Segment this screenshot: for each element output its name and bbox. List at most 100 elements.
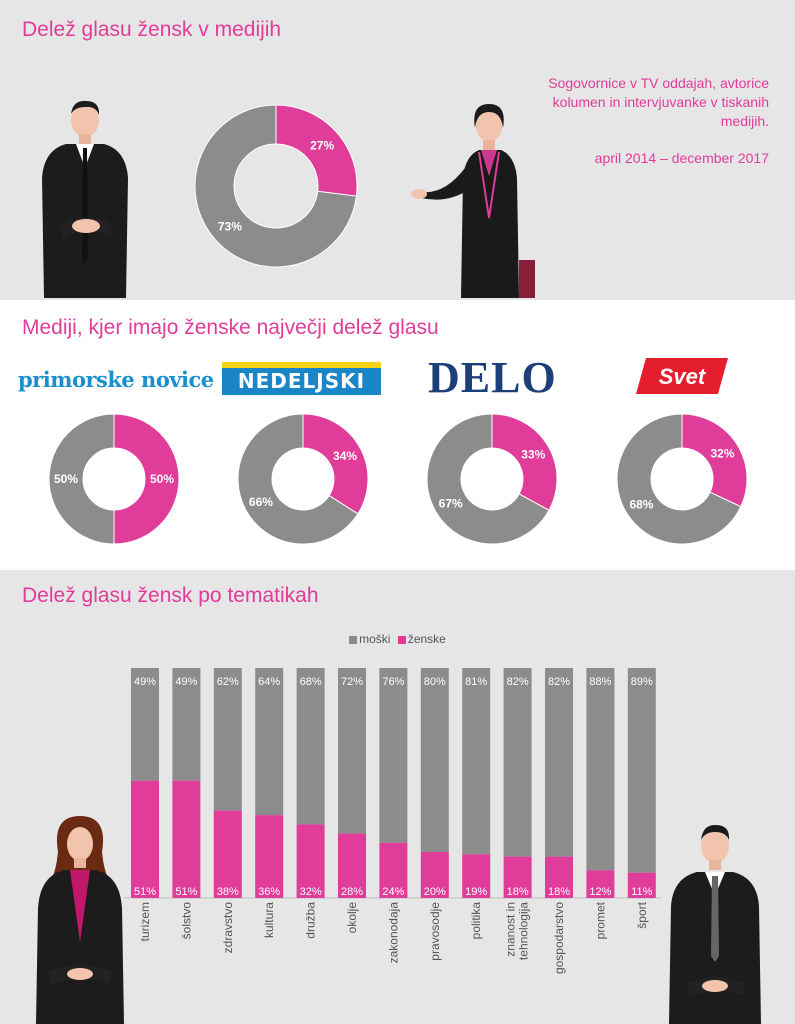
svet-donut-label-zenske: 32% xyxy=(711,446,735,460)
svg-text:zdravstvo: zdravstvo xyxy=(221,902,235,954)
svg-text:šolstvo: šolstvo xyxy=(179,902,193,940)
svg-text:politika: politika xyxy=(469,902,483,940)
bar-moski-9 xyxy=(503,668,532,857)
bar-moski-7 xyxy=(420,668,449,852)
bar-label-zenske-3: 36% xyxy=(258,886,280,898)
bar-label-zenske-4: 32% xyxy=(300,886,322,898)
bar-label-zenske-2: 38% xyxy=(217,886,239,898)
svet-donut-slice-zenske xyxy=(681,413,748,508)
bar-label-moski-3: 64% xyxy=(258,676,280,688)
bar-label-moski-6: 76% xyxy=(382,676,404,688)
svg-text:pravosodje: pravosodje xyxy=(428,902,442,961)
legend-swatch-moski xyxy=(349,635,358,644)
overview-section: Delež glasu žensk v medijih 27% 73% Sogov… xyxy=(0,0,795,300)
delo-donut-label-moski: 67% xyxy=(439,496,463,510)
delo-donut-slice-moski xyxy=(426,413,550,545)
x-tick-label-10: gospodarstvo xyxy=(552,902,566,974)
x-tick-label-5: okolje xyxy=(345,902,359,934)
bar-label-moski-1: 49% xyxy=(175,676,197,688)
bar-label-zenske-6: 24% xyxy=(382,886,404,898)
donut-svet: 32% 68% xyxy=(616,413,748,545)
bar-zenske-1 xyxy=(172,780,201,898)
x-tick-label-0: turizem xyxy=(138,902,152,941)
svg-text:šport: šport xyxy=(635,901,649,928)
svg-text:tehnologija: tehnologija xyxy=(517,902,531,960)
x-tick-label-12: šport xyxy=(635,901,649,928)
businesswoman-illustration xyxy=(36,816,124,1024)
bar-label-zenske-12: 11% xyxy=(631,886,652,898)
overview-title: Delež glasu žensk v medijih xyxy=(22,18,282,41)
primorske-donut-slice-moski xyxy=(48,413,115,545)
bar-zenske-0 xyxy=(131,780,159,898)
bar-label-zenske-1: 51% xyxy=(175,886,197,898)
logo-delo: DELO xyxy=(428,353,557,402)
bar-label-moski-4: 68% xyxy=(300,676,322,688)
overall-donut-slice-moski xyxy=(194,104,357,268)
bar-label-zenske-10: 18% xyxy=(548,886,570,898)
bar-moski-5 xyxy=(338,668,366,834)
svg-text:zakonodaja: zakonodaja xyxy=(386,902,400,964)
bar-zenske-10 xyxy=(545,856,573,898)
x-tick-label-9: znanost in tehnologija xyxy=(504,902,531,960)
bar-label-zenske-0: 51% xyxy=(134,886,156,898)
overall-donut-slice-zenske xyxy=(275,104,358,197)
bar-label-moski-7: 80% xyxy=(424,676,446,688)
bar-moski-11 xyxy=(586,668,615,871)
bar-label-zenske-7: 20% xyxy=(424,886,446,898)
primorske-donut-label-zenske: 50% xyxy=(150,472,174,486)
legend-label-moski: moški xyxy=(359,632,391,646)
bar-zenske-7 xyxy=(420,852,449,898)
bar-moski-8 xyxy=(462,668,491,855)
bar-moski-2 xyxy=(213,668,242,811)
donut-delo: 33% 67% xyxy=(426,413,558,545)
bar-label-moski-2: 62% xyxy=(217,676,239,688)
media-title: Mediji, kjer imajo ženske največji delež… xyxy=(22,316,439,339)
logo-svet-text: Svet xyxy=(659,364,707,389)
overview-description-block: Sogovornice v TV oddajah, avtorice kolum… xyxy=(509,74,769,168)
chart-legend: moški ženske xyxy=(0,632,795,646)
x-tick-label-3: kultura xyxy=(262,902,276,938)
logo-nedeljski: NEDELJSKI xyxy=(222,362,381,395)
bar-label-zenske-5: 28% xyxy=(341,886,363,898)
bar-label-moski-8: 81% xyxy=(465,676,487,688)
svg-text:okolje: okolje xyxy=(345,902,359,934)
bar-moski-3 xyxy=(255,668,284,816)
businessman-right-illustration xyxy=(669,824,761,1024)
bar-moski-12 xyxy=(627,668,656,873)
bar-zenske-9 xyxy=(503,856,532,898)
svg-text:gospodarstvo: gospodarstvo xyxy=(552,902,566,974)
x-tick-label-8: politika xyxy=(469,902,483,940)
bar-zenske-12 xyxy=(627,872,656,898)
bar-zenske-11 xyxy=(586,870,615,898)
svg-text:turizem: turizem xyxy=(138,902,152,941)
legend-swatch-zenske xyxy=(397,635,406,644)
bar-label-moski-10: 82% xyxy=(548,676,570,688)
topics-title: Delež glasu žensk po tematikah xyxy=(22,584,319,607)
donut-nedeljski: 34% 66% xyxy=(237,413,369,545)
legend-item-zenske: ženske xyxy=(397,632,446,646)
svg-text:promet: promet xyxy=(593,901,607,939)
bar-moski-4 xyxy=(296,668,325,825)
nedeljski-donut-label-moski: 66% xyxy=(249,495,273,509)
overview-description: Sogovornice v TV oddajah, avtorice kolum… xyxy=(548,75,769,129)
topics-stacked-bar-chart: 49% 51% turizem 49% 51% šolstvo 62% 38% zdravstv… xyxy=(124,668,661,974)
bar-label-zenske-11: 12% xyxy=(589,886,611,898)
legend-item-moski: moški xyxy=(349,632,390,646)
overview-period: april 2014 – december 2017 xyxy=(594,150,769,166)
x-tick-label-1: šolstvo xyxy=(179,902,193,940)
overall-donut-label-moski: 73% xyxy=(218,220,242,234)
x-tick-label-2: zdravstvo xyxy=(221,902,235,954)
bar-label-zenske-8: 19% xyxy=(465,886,487,898)
primorske-donut-label-moski: 50% xyxy=(54,472,78,486)
delo-donut-label-zenske: 33% xyxy=(521,448,545,462)
bar-label-moski-12: 89% xyxy=(631,676,653,688)
logo-svet: Svet xyxy=(636,358,728,394)
bar-zenske-2 xyxy=(213,810,242,898)
x-tick-label-6: zakonodaja xyxy=(386,902,400,964)
svg-text:kultura: kultura xyxy=(262,902,276,938)
bar-moski-0 xyxy=(131,668,159,781)
bar-zenske-8 xyxy=(462,854,491,898)
x-tick-label-4: družba xyxy=(304,902,318,939)
legend-label-zenske: ženske xyxy=(407,632,446,646)
bar-zenske-3 xyxy=(255,815,284,898)
